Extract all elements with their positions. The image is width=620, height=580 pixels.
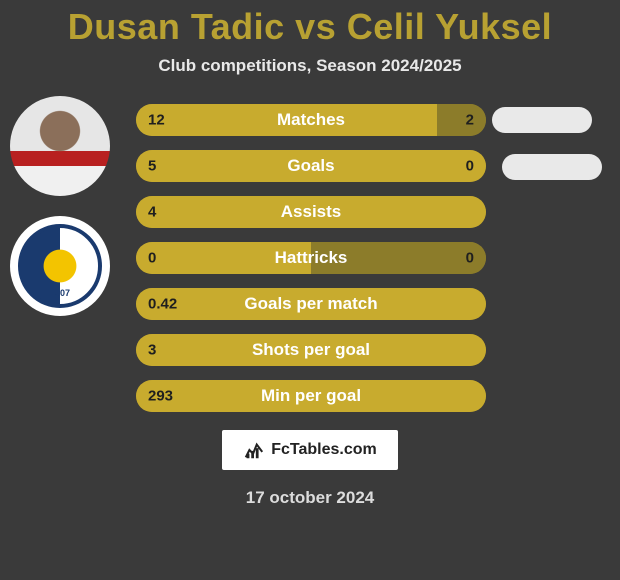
stat-row: 3 Shots per goal [136,334,486,366]
stat-row: 5 0 Goals [136,150,486,182]
stat-left-value: 12 [148,112,165,129]
player-avatar [10,96,110,196]
stat-left-value: 5 [148,158,156,175]
stat-label: Assists [281,202,341,222]
stat-left-value: 4 [148,204,156,221]
chart-icon [243,439,265,461]
stat-label: Min per goal [261,386,361,406]
comparison-title: Dusan Tadic vs Celil Yuksel [0,0,620,48]
content-area: 1907 12 2 Matches 5 0 Goals 4 Assists 0 0 Hattrick… [0,104,620,412]
club-year: 1907 [50,288,70,298]
stat-right-value: 2 [466,112,474,129]
stat-row: 0.42 Goals per match [136,288,486,320]
side-pill [492,107,592,133]
season-subtitle: Club competitions, Season 2024/2025 [0,56,620,76]
stat-row: 0 0 Hattricks [136,242,486,274]
stat-label: Goals per match [244,294,377,314]
club-badge-icon: 1907 [18,224,102,308]
stat-bars: 12 2 Matches 5 0 Goals 4 Assists 0 0 Hattricks 0.42… [136,104,486,412]
stat-left-value: 0 [148,250,156,267]
stat-label: Matches [277,110,345,130]
stat-right-value: 0 [466,158,474,175]
stat-left-value: 3 [148,342,156,359]
fctables-badge: FcTables.com [222,430,398,470]
avatar-column: 1907 [10,96,110,316]
stat-row: 12 2 Matches [136,104,486,136]
side-pill [502,154,602,180]
club-avatar: 1907 [10,216,110,316]
fctables-label: FcTables.com [271,441,377,459]
stat-left-value: 0.42 [148,296,177,313]
snapshot-date: 17 october 2024 [0,488,620,508]
stat-label: Shots per goal [252,340,370,360]
stat-label: Hattricks [275,248,348,268]
stat-row: 293 Min per goal [136,380,486,412]
stat-label: Goals [287,156,334,176]
stat-left-value: 293 [148,388,173,405]
stat-right-value: 0 [466,250,474,267]
bar-right [437,104,486,136]
stat-row: 4 Assists [136,196,486,228]
